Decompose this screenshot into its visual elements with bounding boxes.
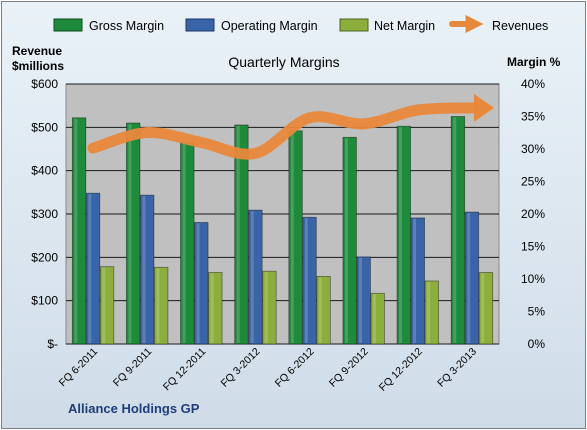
bar-gross-margin <box>126 122 141 345</box>
left-axis-ticks: $- $100 $200 $300 $400 $500 $600 <box>31 77 58 351</box>
right-tick-label: 5% <box>528 305 546 319</box>
bar-net-margin <box>154 266 169 345</box>
bar-operating-margin <box>302 216 317 345</box>
left-tick-label: $100 <box>31 294 58 308</box>
x-tick-label: FQ 9-2011 <box>111 346 155 390</box>
right-tick-label: 0% <box>528 337 546 351</box>
bar-highlight <box>102 267 106 343</box>
bar-net-margin <box>208 272 223 345</box>
bar-operating-margin <box>140 194 155 345</box>
left-tick-label: $400 <box>31 164 58 178</box>
bar-highlight <box>250 211 254 343</box>
bar-net-margin <box>99 266 115 345</box>
bar-operating-margin <box>85 192 101 345</box>
bar-highlight <box>399 127 403 343</box>
bar-highlight <box>481 273 485 343</box>
bar-highlight <box>344 138 348 343</box>
bar-highlight <box>467 213 471 343</box>
bar-operating-margin <box>410 217 425 345</box>
legend-swatch-gross-margin <box>53 18 83 32</box>
legend-label-net-margin: Net Margin <box>374 19 435 33</box>
bar-net-margin <box>262 270 277 345</box>
bar-highlight <box>236 125 240 343</box>
revenues-arrowhead <box>473 93 494 122</box>
right-tick-label: 25% <box>521 175 545 189</box>
legend-label-gross-margin: Gross Margin <box>89 19 164 33</box>
bar-highlight <box>210 273 214 343</box>
bar-operating-margin <box>194 222 209 345</box>
bar-net-margin <box>370 292 385 345</box>
x-tick-label: FQ 12-2012 <box>377 346 425 394</box>
bars <box>71 116 494 345</box>
x-tick-label: FQ 6-2011 <box>57 346 101 390</box>
bar-gross-margin <box>234 124 249 345</box>
bar-gross-margin <box>71 117 87 345</box>
x-tick-label: FQ 9-2012 <box>327 346 371 390</box>
bar-gross-margin <box>396 125 411 345</box>
revenue-line-group <box>87 93 494 160</box>
bar-operating-margin <box>464 211 480 345</box>
legend-label-revenues: Revenues <box>492 19 548 33</box>
x-tick-label: FQ 12-2011 <box>161 346 209 394</box>
right-tick-label: 30% <box>521 142 545 156</box>
company-name: Alliance Holdings GP <box>68 401 200 416</box>
bar-highlight <box>156 268 160 343</box>
left-tick-label: $- <box>47 337 58 351</box>
bar-highlight <box>290 131 294 343</box>
x-tick-label: FQ 6-2012 <box>273 346 317 390</box>
right-axis-ticks: 0% 5% 10% 15% 20% 25% 30% 35% 40% <box>521 77 545 351</box>
bar-highlight <box>74 118 78 343</box>
legend-swatch-operating-margin <box>185 18 215 32</box>
bar-operating-margin <box>356 256 371 345</box>
left-axis-title-line1: Revenue <box>12 44 62 58</box>
right-axis-title: Margin % <box>507 55 561 69</box>
bar-highlight <box>413 218 417 343</box>
bar-highlight <box>304 218 308 343</box>
left-tick-label: $200 <box>31 250 58 264</box>
bar-highlight <box>142 196 146 343</box>
right-tick-label: 20% <box>521 207 545 221</box>
right-tick-label: 40% <box>521 77 545 91</box>
left-tick-label: $500 <box>31 120 58 134</box>
legend-label-operating-margin: Operating Margin <box>221 19 318 33</box>
legend: Gross Margin Operating Margin Net Margin… <box>53 15 548 33</box>
bar-net-margin <box>424 280 439 345</box>
legend-swatch-net-margin <box>339 18 369 32</box>
bar-highlight <box>427 281 431 343</box>
bar-highlight <box>88 194 92 343</box>
bar-highlight <box>128 124 132 343</box>
right-tick-label: 15% <box>521 240 545 254</box>
x-axis-ticks: FQ 6-2011 FQ 9-2011 FQ 12-2011 FQ 3-2012 FQ … <box>57 346 479 394</box>
bar-highlight <box>196 223 200 343</box>
left-tick-label: $600 <box>31 77 58 91</box>
left-axis-title-line2: $millions <box>12 59 64 73</box>
bar-gross-margin <box>450 116 466 345</box>
left-tick-label: $300 <box>31 207 58 221</box>
right-tick-label: 35% <box>521 110 545 124</box>
bar-highlight <box>264 272 268 343</box>
revenues-line <box>87 102 484 160</box>
bar-highlight <box>453 117 457 343</box>
bar-highlight <box>358 257 362 343</box>
bar-gross-margin <box>342 136 357 345</box>
x-tick-label: FQ 3-2013 <box>435 346 479 390</box>
bar-highlight <box>182 143 186 343</box>
chart-title: Quarterly Margins <box>228 54 339 70</box>
bar-highlight <box>318 277 322 343</box>
bar-net-margin <box>316 275 331 345</box>
bar-net-margin <box>478 272 494 345</box>
bar-operating-margin <box>248 209 263 345</box>
bar-highlight <box>372 294 376 343</box>
x-tick-label: FQ 3-2012 <box>219 346 263 390</box>
right-tick-label: 10% <box>521 272 545 286</box>
